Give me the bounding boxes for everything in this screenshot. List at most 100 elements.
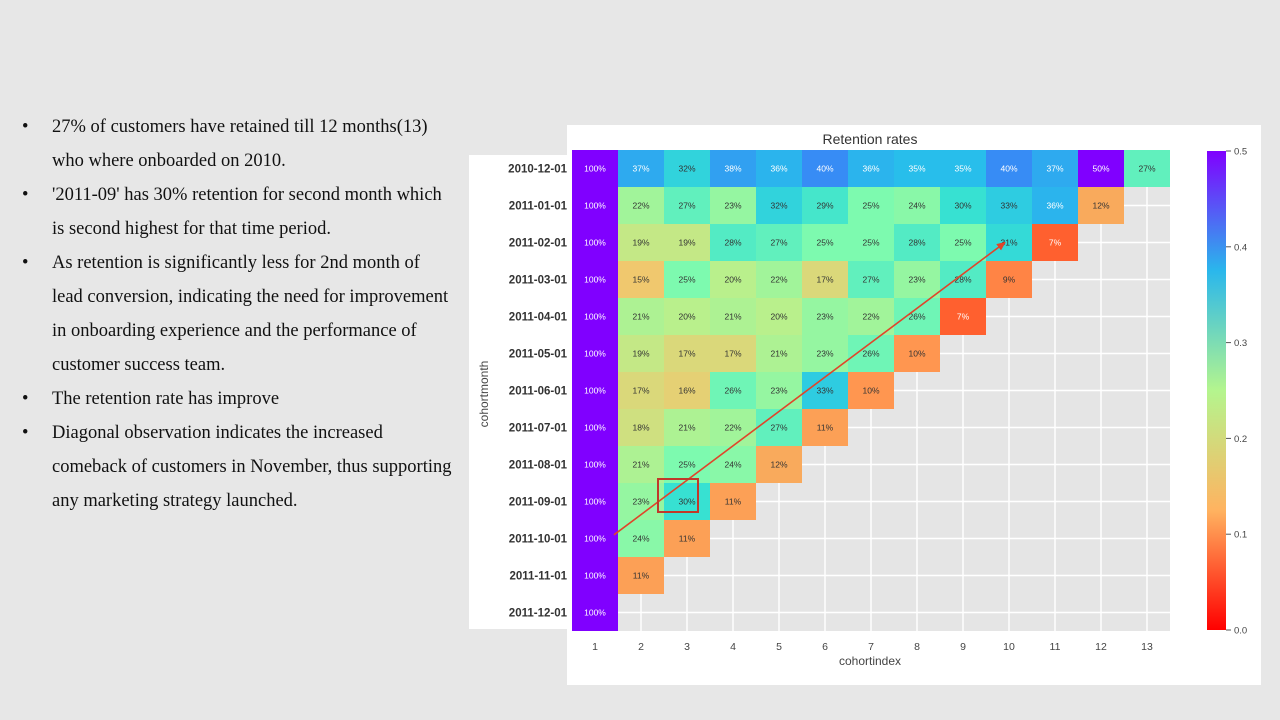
cell-value-label: 19% xyxy=(632,349,649,359)
heatmap-cell xyxy=(940,150,986,187)
heatmap-cell xyxy=(756,335,802,372)
cell-value-label: 15% xyxy=(632,275,649,285)
heatmap-cell xyxy=(940,298,986,335)
cell-value-label: 25% xyxy=(678,275,695,285)
cell-value-label: 23% xyxy=(770,386,787,396)
cell-value-label: 40% xyxy=(1000,164,1017,174)
cell-value-label: 100% xyxy=(584,571,606,581)
cell-value-label: 12% xyxy=(770,460,787,470)
bullet-dot: • xyxy=(22,117,29,137)
heatmap-cell xyxy=(894,150,940,187)
heatmap-cell xyxy=(618,298,664,335)
heatmap-cell xyxy=(894,187,940,224)
heatmap-cell xyxy=(572,187,618,224)
heatmap-cell xyxy=(802,409,848,446)
heatmap-cell xyxy=(756,187,802,224)
heatmap-cell xyxy=(802,187,848,224)
cell-value-label: 11% xyxy=(679,534,696,544)
cell-value-label: 7% xyxy=(1049,238,1062,248)
heatmap-cell xyxy=(572,409,618,446)
bullet-item: • 27% of customers have retained till 12 … xyxy=(22,110,452,178)
cell-value-label: 27% xyxy=(1138,164,1155,174)
cell-value-label: 37% xyxy=(1046,164,1063,174)
heatmap-cell xyxy=(618,224,664,261)
cell-value-label: 28% xyxy=(724,238,741,248)
heatmap-cell xyxy=(756,261,802,298)
heatmap-cell xyxy=(664,150,710,187)
bullet-dot: • xyxy=(22,185,29,205)
row-label: 2011-08-01 xyxy=(509,460,568,472)
heatmap-cell xyxy=(710,224,756,261)
heatmap-cell xyxy=(572,483,618,520)
heatmap-cell xyxy=(1032,224,1078,261)
row-label: 2011-12-01 xyxy=(509,608,568,620)
heatmap-cell xyxy=(664,372,710,409)
cell-value-label: 23% xyxy=(908,275,925,285)
cell-value-label: 21% xyxy=(632,460,649,470)
heatmap-cell xyxy=(710,261,756,298)
bullet-text: 27% of customers have retained till 12 m… xyxy=(52,117,428,171)
heatmap-cell xyxy=(664,187,710,224)
cell-value-label: 35% xyxy=(908,164,925,174)
column-tick-label: 11 xyxy=(1050,641,1061,653)
cell-value-label: 21% xyxy=(770,349,787,359)
heatmap-cell xyxy=(756,224,802,261)
annotations xyxy=(613,241,1006,536)
heatmap-cell xyxy=(572,224,618,261)
heatmap-cell xyxy=(1124,150,1170,187)
cell-value-label: 17% xyxy=(816,275,833,285)
cell-value-label: 19% xyxy=(678,238,695,248)
chart-title: Retention rates xyxy=(823,131,918,147)
column-tick-label: 10 xyxy=(1003,641,1015,653)
row-label: 2011-07-01 xyxy=(509,423,568,435)
heatmap-cell xyxy=(802,150,848,187)
column-tick-label: 5 xyxy=(776,641,782,653)
heatmap-cell xyxy=(572,446,618,483)
bullet-item: • '2011-09' has 30% retention for second … xyxy=(22,178,452,246)
heatmap-cell xyxy=(664,446,710,483)
cell-value-label: 22% xyxy=(770,275,787,285)
cell-value-label: 100% xyxy=(584,312,606,322)
colorbar-tick-label: 0.3 xyxy=(1234,338,1247,349)
cell-value-label: 100% xyxy=(584,275,606,285)
cell-value-label: 26% xyxy=(908,312,925,322)
heatmap-cell xyxy=(848,224,894,261)
heatmap-cell xyxy=(802,224,848,261)
cell-value-label: 24% xyxy=(632,534,649,544)
row-label: 2011-02-01 xyxy=(509,238,568,250)
heatmap-cells: 100% 37% 32% 38% 36% 40% 36% 35% 35% 40% 37% 50% 27%… xyxy=(572,150,1170,631)
bullet-item: • The retention rate has improve xyxy=(22,382,452,416)
row-label: 2011-11-01 xyxy=(509,571,567,583)
cell-value-label: 27% xyxy=(770,238,787,248)
cell-value-label: 30% xyxy=(954,201,971,211)
colorbar-tick-label: 0.1 xyxy=(1234,530,1247,541)
bullet-text: As retention is significantly less for 2… xyxy=(52,253,449,375)
heatmap-cell xyxy=(710,335,756,372)
heatmap-cell xyxy=(572,557,618,594)
heatmap-cell xyxy=(940,224,986,261)
bullet-text: '2011-09' has 30% retention for second m… xyxy=(52,185,442,239)
cell-value-label: 27% xyxy=(862,275,879,285)
cell-value-label: 50% xyxy=(1092,164,1109,174)
cell-value-label: 10% xyxy=(862,386,879,396)
heatmap-cell xyxy=(986,187,1032,224)
bullet-item: • Diagonal observation indicates the incr… xyxy=(22,416,452,518)
heatmap-cell xyxy=(664,261,710,298)
cell-value-label: 37% xyxy=(632,164,649,174)
colorbar-tick-label: 0.4 xyxy=(1234,242,1247,253)
cell-value-label: 32% xyxy=(678,164,695,174)
cell-value-label: 25% xyxy=(862,238,879,248)
heatmap-cell xyxy=(802,298,848,335)
cell-value-label: 21% xyxy=(678,423,695,433)
heatmap-cell xyxy=(618,335,664,372)
cell-value-label: 25% xyxy=(678,460,695,470)
cell-value-label: 100% xyxy=(584,349,606,359)
heatmap-cell xyxy=(802,372,848,409)
cell-value-label: 23% xyxy=(816,312,833,322)
heatmap-cell xyxy=(572,594,618,631)
cell-value-label: 10% xyxy=(908,349,925,359)
heatmap-cell xyxy=(894,298,940,335)
cell-value-label: 100% xyxy=(584,164,606,174)
heatmap-cell xyxy=(664,409,710,446)
